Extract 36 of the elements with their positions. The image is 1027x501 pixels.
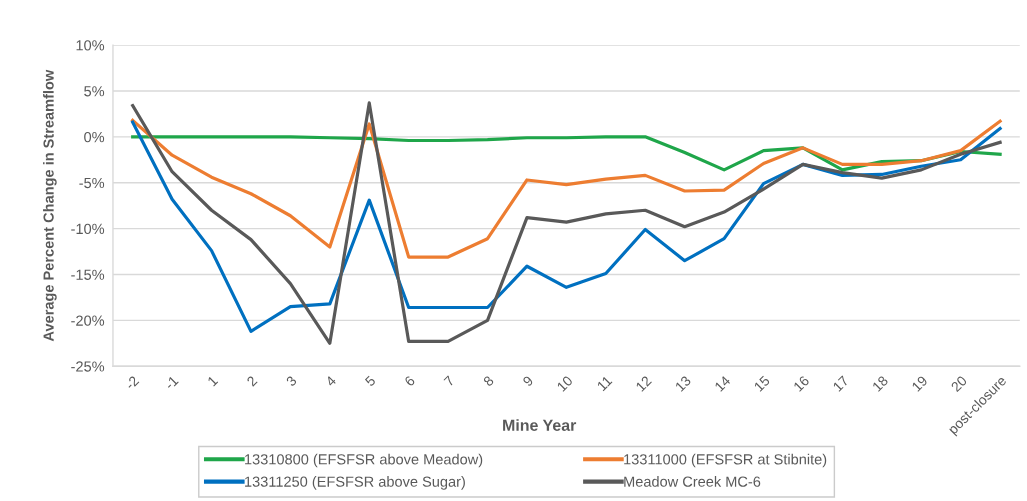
x-tick-label: -2 (124, 375, 140, 390)
legend-label: 13311250 (EFSFSR above Sugar) (245, 476, 465, 490)
x-tick-label: -1 (164, 375, 179, 390)
y-tick-label: -25% (71, 361, 105, 372)
x-tick-label: 8 (482, 375, 495, 387)
y-tick-label: -20% (71, 315, 105, 326)
x-tick-label: 12 (635, 375, 652, 392)
x-tick-label: 7 (443, 375, 455, 387)
x-tick-label: 1 (207, 375, 219, 387)
x-tick-label: 3 (285, 375, 298, 387)
y-axis-title: Average Percent Change in Streamflow (43, 69, 57, 342)
x-tick-label: 4 (324, 375, 337, 387)
y-tick-label: 0% (84, 131, 105, 143)
x-tick-label: 13 (674, 375, 692, 392)
x-tick-label: 5 (364, 375, 377, 387)
legend-label: 13311000 (EFSFSR at Stibnite) (624, 453, 827, 468)
legend-label: 13310800 (EFSFSR above Meadow) (245, 453, 483, 468)
legend-label: Meadow Creek MC-6 (624, 476, 761, 487)
y-tick-label: 10% (76, 40, 105, 51)
x-tick-label: 18 (871, 375, 889, 392)
x-tick-label: 17 (832, 375, 850, 392)
y-tick-label: -5% (79, 177, 105, 189)
x-axis-title: Mine Year (503, 419, 577, 431)
x-tick-label: 9 (522, 375, 534, 387)
x-tick-label: 10 (556, 375, 574, 392)
line-series (131, 118, 1002, 259)
x-tick-label: 14 (714, 375, 731, 392)
y-tick-label: -10% (71, 223, 105, 235)
x-tick-label: 6 (403, 375, 416, 387)
x-tick-label: 19 (911, 375, 928, 392)
x-tick-label: 2 (246, 375, 258, 387)
x-tick-label: 15 (753, 375, 771, 392)
x-tick-label: 11 (596, 375, 613, 392)
x-tick-label: 16 (793, 375, 810, 392)
y-tick-label: -15% (71, 269, 105, 280)
y-tick-label: 5% (84, 86, 105, 97)
